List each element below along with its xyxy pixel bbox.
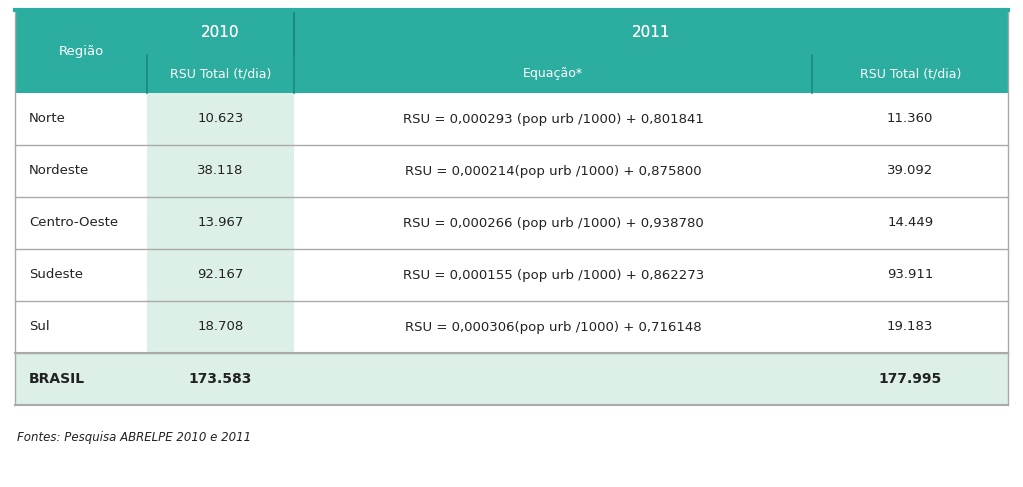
- Bar: [15, 10, 147, 93]
- Text: RSU = 0,000155 (pop urb /1000) + 0,862273: RSU = 0,000155 (pop urb /1000) + 0,86227…: [403, 268, 704, 281]
- Text: 18.708: 18.708: [197, 320, 243, 334]
- Text: 177.995: 177.995: [879, 372, 942, 386]
- Text: Nordeste: Nordeste: [29, 165, 89, 177]
- Bar: [15, 249, 1008, 301]
- Bar: [15, 197, 1008, 249]
- Text: RSU = 0,000214(pop urb /1000) + 0,875800: RSU = 0,000214(pop urb /1000) + 0,875800: [405, 165, 702, 177]
- Text: 14.449: 14.449: [887, 217, 933, 229]
- Text: 2011: 2011: [632, 25, 670, 40]
- Bar: [147, 249, 294, 301]
- Bar: [147, 55, 1008, 93]
- Text: 2010: 2010: [202, 25, 239, 40]
- Bar: [147, 353, 294, 405]
- Text: Centro-Oeste: Centro-Oeste: [29, 217, 118, 229]
- Text: BRASIL: BRASIL: [29, 372, 85, 386]
- Bar: [15, 145, 1008, 197]
- Text: Sul: Sul: [29, 320, 50, 334]
- Text: 11.360: 11.360: [887, 112, 933, 126]
- Text: Equação*: Equação*: [523, 68, 583, 80]
- Bar: [15, 10, 1008, 55]
- Bar: [147, 301, 294, 353]
- Bar: [15, 353, 1008, 405]
- Text: Sudeste: Sudeste: [29, 268, 83, 281]
- Bar: [147, 145, 294, 197]
- Text: RSU Total (t/dia): RSU Total (t/dia): [170, 68, 271, 80]
- Text: 2011: 2011: [632, 25, 670, 40]
- Text: 173.583: 173.583: [189, 372, 253, 386]
- Text: Região: Região: [58, 45, 103, 58]
- Text: RSU = 0,000293 (pop urb /1000) + 0,801841: RSU = 0,000293 (pop urb /1000) + 0,80184…: [403, 112, 704, 126]
- Bar: [147, 93, 294, 145]
- Text: 38.118: 38.118: [197, 165, 243, 177]
- Bar: [294, 10, 1008, 55]
- Text: RSU Total (t/dia): RSU Total (t/dia): [859, 68, 961, 80]
- Text: RSU = 0,000266 (pop urb /1000) + 0,938780: RSU = 0,000266 (pop urb /1000) + 0,93878…: [403, 217, 704, 229]
- Text: 39.092: 39.092: [887, 165, 933, 177]
- Bar: [294, 353, 812, 405]
- Text: 93.911: 93.911: [887, 268, 933, 281]
- Text: Fontes: Pesquisa ABRELPE 2010 e 2011: Fontes: Pesquisa ABRELPE 2010 e 2011: [17, 431, 251, 444]
- Text: 2010: 2010: [202, 25, 239, 40]
- Text: 19.183: 19.183: [887, 320, 933, 334]
- Text: 92.167: 92.167: [197, 268, 243, 281]
- Text: RSU = 0,000306(pop urb /1000) + 0,716148: RSU = 0,000306(pop urb /1000) + 0,716148: [405, 320, 702, 334]
- Bar: [812, 353, 1008, 405]
- Bar: [15, 301, 1008, 353]
- Bar: [15, 93, 1008, 145]
- Text: 13.967: 13.967: [197, 217, 243, 229]
- Text: 10.623: 10.623: [197, 112, 243, 126]
- Bar: [147, 197, 294, 249]
- Text: Norte: Norte: [29, 112, 65, 126]
